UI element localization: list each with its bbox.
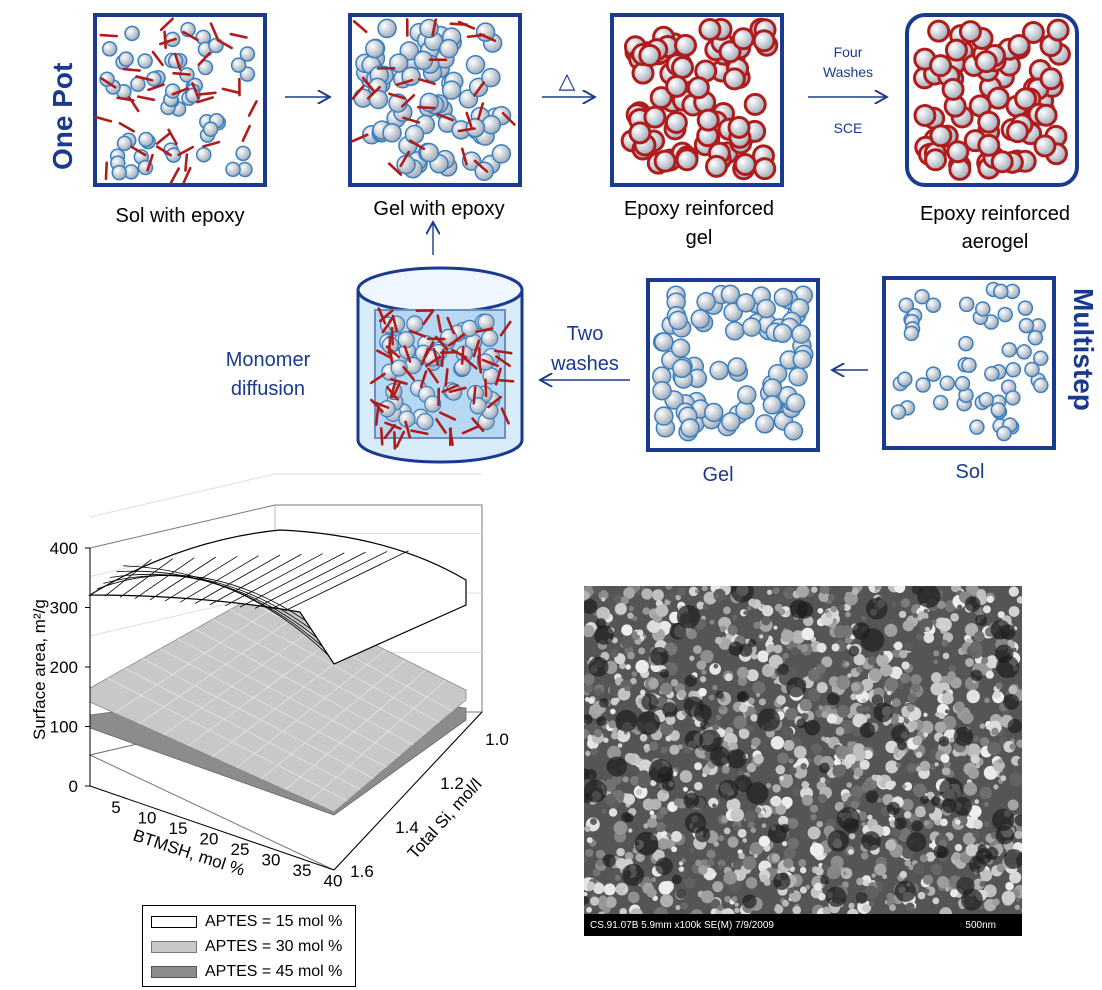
epoxy-rods-gel <box>351 18 516 176</box>
sol-box-particles <box>890 281 1049 442</box>
y-tick-label: 1.2 <box>440 774 464 793</box>
gel-particles <box>353 18 512 182</box>
sem-caption: CS.91.07B 5.9mm x100k SE(M) 7/9/2009 <box>590 919 774 931</box>
legend-item: APTES = 30 mol % <box>151 934 347 959</box>
z-tick-label: 200 <box>50 658 78 677</box>
y-tick-label: 1.4 <box>395 818 419 837</box>
epoxy-aerogel-label-1: Epoxy reinforced <box>920 203 1070 225</box>
surface-area-chart: 0 100 200 300 400 5 10 15 20 25 30 35 40 1.0 1.2 1.4 1… <box>30 473 509 891</box>
sce-label: SCE <box>834 120 863 136</box>
legend-label-15: APTES = 15 mol % <box>205 912 343 930</box>
multistep-label: Multistep <box>1068 288 1099 411</box>
monomer-diffusion-label-1: Monomer <box>226 349 311 371</box>
gel-box-particles <box>651 284 814 442</box>
reinforced-particles <box>620 17 779 181</box>
two-washes-label-1: Two <box>567 323 604 345</box>
sem-texture <box>584 586 1022 923</box>
legend-item: APTES = 45 mol % <box>151 959 347 984</box>
four-washes-label-1: Four <box>834 44 863 60</box>
z-tick-label: 100 <box>50 718 78 737</box>
legend-swatch-15 <box>151 915 197 928</box>
one-pot-label: One Pot <box>47 63 78 170</box>
sem-scale: 500nm <box>965 919 996 931</box>
legend-label-30: APTES = 30 mol % <box>205 937 343 955</box>
beaker-monomers <box>369 307 515 450</box>
surface-aptes-15 <box>87 529 467 665</box>
x-tick-label: 25 <box>231 840 250 859</box>
x-tick-label: 5 <box>111 798 120 817</box>
x-tick-label: 20 <box>200 830 219 849</box>
x-tick-label: 10 <box>138 809 157 828</box>
heat-symbol: △ <box>559 68 576 93</box>
gel-label: Gel <box>702 464 733 486</box>
y-tick-label: 1.0 <box>485 730 509 749</box>
epoxy-gel-label-1: Epoxy reinforced <box>624 198 774 220</box>
legend-swatch-30 <box>151 940 197 953</box>
z-tick-label: 400 <box>50 539 78 558</box>
epoxy-rods <box>94 17 258 185</box>
legend-label-45: APTES = 45 mol % <box>205 962 343 980</box>
epoxy-gel-label-2: gel <box>686 227 713 249</box>
y-tick-label: 1.6 <box>350 862 374 881</box>
chart-legend: APTES = 15 mol % APTES = 30 mol % APTES … <box>142 905 356 987</box>
aerogel-particles <box>913 18 1071 181</box>
x-tick-label: 15 <box>169 819 188 838</box>
x-tick-label: 30 <box>262 851 281 870</box>
process-arrows <box>285 97 887 380</box>
gel-with-epoxy-label: Gel with epoxy <box>373 198 504 220</box>
monomer-diffusion-label-2: diffusion <box>231 378 305 400</box>
x-tick-label: 40 <box>324 872 343 891</box>
legend-swatch-45 <box>151 965 197 978</box>
sol-label: Sol <box>956 461 985 483</box>
z-tick-label: 300 <box>50 599 78 618</box>
x-tick-label: 35 <box>293 861 312 880</box>
z-axis-label: Surface area, m²/g <box>30 599 49 740</box>
process-diagram <box>93 13 1079 464</box>
epoxy-aerogel-label-2: aerogel <box>962 231 1029 253</box>
two-washes-label-2: washes <box>550 353 619 375</box>
four-washes-label-2: Washes <box>823 64 873 80</box>
sem-micrograph: CS.91.07B 5.9mm x100k SE(M) 7/9/2009 500… <box>584 586 1022 936</box>
sol-with-epoxy-label: Sol with epoxy <box>116 205 245 227</box>
z-tick-label: 0 <box>69 777 78 796</box>
legend-item: APTES = 15 mol % <box>151 909 347 934</box>
sem-info-bar: CS.91.07B 5.9mm x100k SE(M) 7/9/2009 500… <box>584 914 1022 936</box>
